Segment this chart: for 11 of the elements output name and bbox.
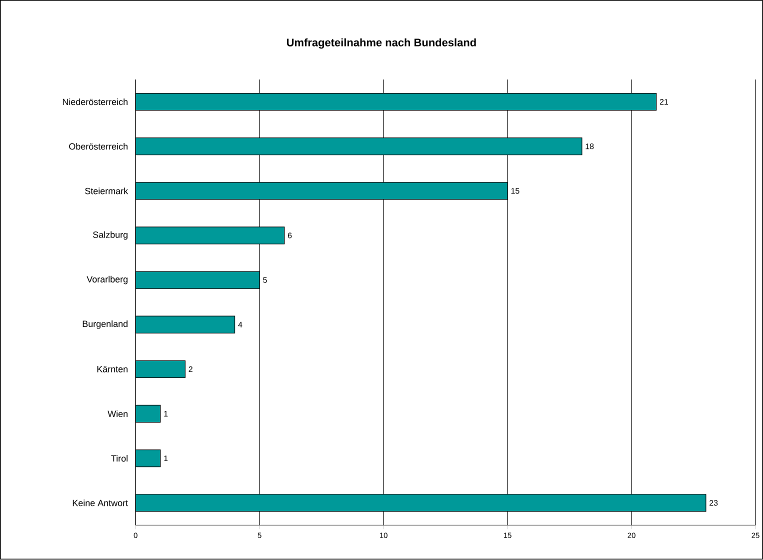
y-tick-label: Salzburg xyxy=(93,231,128,240)
y-tick-label: Tirol xyxy=(111,455,128,462)
y-tick-label: Keine Antwort xyxy=(72,500,128,506)
y-tick-label: Vorarlberg xyxy=(86,276,128,284)
y-tick-label: Burgenland xyxy=(82,320,128,329)
y-tick-label: Niederösterreich xyxy=(62,98,128,106)
chart-title: Umfrageteilnahme nach Bundesland xyxy=(286,38,476,49)
y-tick-label: Wien xyxy=(108,410,128,418)
y-tick-label: Kärnten xyxy=(97,366,128,373)
y-tick-label: Steiermark xyxy=(85,188,128,194)
y-tick-label: Oberösterreich xyxy=(69,143,128,150)
